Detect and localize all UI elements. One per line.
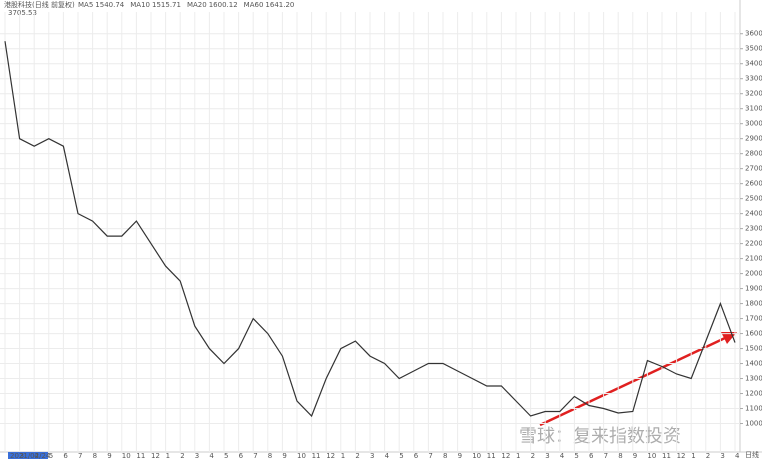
x-tick-label: 7: [253, 452, 257, 459]
arrow-head: [721, 332, 737, 344]
x-tick-label: 10: [472, 452, 481, 459]
x-tick-label: 5: [574, 452, 578, 459]
indicator-value: 1515.71: [152, 1, 181, 9]
y-tick-label: 2500: [745, 195, 762, 203]
x-tick-label: 11: [487, 452, 496, 459]
y-tick-label: 3000: [745, 120, 762, 128]
x-tick-label: 3: [20, 452, 24, 459]
x-tick-label: 3: [370, 452, 374, 459]
indicator-value: 1641.20: [265, 1, 294, 9]
x-tick-label: 9: [107, 452, 111, 459]
x-tick-label: 11: [662, 452, 671, 459]
x-tick-label: 4: [385, 452, 390, 459]
x-tick-label: 4: [560, 452, 565, 459]
x-tick-label: 4: [34, 452, 39, 459]
y-tick-label: 1300: [745, 375, 762, 383]
x-tick-label: 8: [268, 452, 272, 459]
y-tick-label: 3200: [745, 90, 762, 98]
x-tick-label: 12: [677, 452, 686, 459]
indicator-name: MA20: [187, 1, 207, 9]
y-tick-label: 3400: [745, 60, 762, 68]
y-tick-label: 2900: [745, 135, 762, 143]
x-tick-label: 9: [458, 452, 462, 459]
y-tick-label: 1400: [745, 360, 762, 368]
x-tick-label: 1: [691, 452, 695, 459]
peak-label: 3705.53: [8, 9, 37, 17]
x-tick-label: 2: [355, 452, 359, 459]
y-tick-label: 1200: [745, 390, 762, 398]
y-tick-label: 3500: [745, 45, 762, 53]
period-label: 日线: [745, 450, 759, 459]
x-tick-label: 2: [706, 452, 710, 459]
x-tick-label: 11: [136, 452, 145, 459]
y-tick-label: 1500: [745, 345, 762, 353]
y-tick-label: 1000: [745, 420, 762, 428]
x-tick-label: 12: [151, 452, 160, 459]
x-tick-label: 9: [282, 452, 286, 459]
y-tick-label: 2700: [745, 165, 762, 173]
y-tick-label: 2100: [745, 255, 762, 263]
y-tick-label: 1900: [745, 285, 762, 293]
x-tick-label: 6: [414, 452, 419, 459]
watermark: 雪球：复来指数投资: [519, 426, 681, 447]
y-tick-label: 2300: [745, 225, 762, 233]
x-tick-label: 10: [122, 452, 131, 459]
x-tick-label: 7: [604, 452, 608, 459]
x-tick-label: 7: [78, 452, 82, 459]
y-tick-label: 1800: [745, 300, 762, 308]
x-tick-label: 8: [443, 452, 447, 459]
y-tick-label: 2400: [745, 210, 762, 218]
indicator-name: MA10: [130, 1, 150, 9]
y-tick-label: 1100: [745, 405, 762, 413]
x-tick-label: 12: [501, 452, 510, 459]
x-tick-label: 3: [720, 452, 724, 459]
x-tick-label: 7: [428, 452, 432, 459]
indicator-name: MA5: [78, 1, 93, 9]
x-tick-label: 5: [399, 452, 403, 459]
x-tick-label: 3: [545, 452, 549, 459]
y-tick-label: 3600: [745, 30, 762, 38]
y-tick-label: 3100: [745, 105, 762, 113]
indicator-name: MA60: [244, 1, 264, 9]
x-tick-label: 1: [341, 452, 345, 459]
x-tick-label: 5: [49, 452, 53, 459]
y-tick-label: 2800: [745, 150, 762, 158]
x-tick-label: 9: [633, 452, 637, 459]
x-tick-label: 6: [239, 452, 244, 459]
chart-title: 港股科技(日线 前复权): [4, 0, 75, 9]
x-tick-label: 2: [180, 452, 184, 459]
y-tick-label: 2000: [745, 270, 762, 278]
y-tick-label: 2200: [745, 240, 762, 248]
y-tick-label: 2600: [745, 180, 762, 188]
x-tick-label: 2021/02/24: [10, 452, 51, 459]
x-tick-label: 4: [209, 452, 214, 459]
indicator-value: 1540.74: [95, 1, 124, 9]
indicator-legend: MA5 1540.74 MA10 1515.71 MA20 1600.12 MA60 1641…: [78, 1, 294, 9]
date-highlight: [8, 452, 48, 459]
indicator-value: 1600.12: [209, 1, 238, 9]
x-tick-label: 4: [735, 452, 740, 459]
x-tick-label: 12: [326, 452, 335, 459]
y-tick-label: 3300: [745, 75, 762, 83]
x-tick-label: 1: [516, 452, 520, 459]
x-tick-label: 8: [93, 452, 97, 459]
x-tick-label: 10: [297, 452, 306, 459]
x-tick-label: 8: [618, 452, 622, 459]
x-tick-label: 11: [312, 452, 321, 459]
x-tick-label: 3: [195, 452, 199, 459]
x-tick-label: 10: [647, 452, 656, 459]
x-tick-label: 1: [166, 452, 170, 459]
x-tick-label: 6: [589, 452, 594, 459]
y-tick-label: 1600: [745, 330, 762, 338]
y-tick-label: 1700: [745, 315, 762, 323]
x-tick-label: 6: [63, 452, 68, 459]
x-tick-label: 5: [224, 452, 228, 459]
x-tick-label: 2: [531, 452, 535, 459]
price-line: [4, 41, 736, 418]
